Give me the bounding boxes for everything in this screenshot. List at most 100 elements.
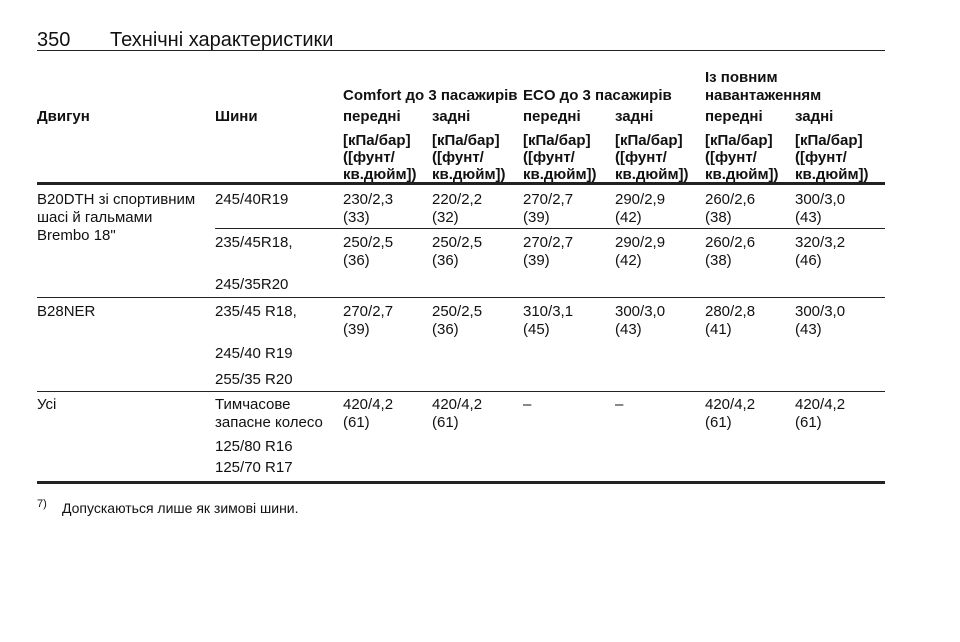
pressure: (61) [343, 414, 370, 431]
pressure: (43) [615, 321, 642, 338]
unit: ([фунт/ [705, 149, 757, 166]
row-rule [37, 297, 885, 298]
group-header: Comfort до 3 пасажирів [343, 87, 518, 104]
table-end-rule [37, 481, 885, 484]
pressure: 250/2,5 [432, 234, 483, 251]
column-header: передні [343, 108, 401, 125]
pressure: 250/2,5 [343, 234, 394, 251]
pressure: 300/3,0 [795, 191, 846, 208]
pressure: (46) [795, 252, 822, 269]
unit: [кПа/бар] [705, 132, 773, 149]
pressure: (36) [343, 252, 370, 269]
pressure: (32) [432, 209, 459, 226]
pressure: 290/2,9 [615, 234, 666, 251]
row-rule [215, 228, 885, 229]
pressure: 290/2,9 [615, 191, 666, 208]
pressure: 260/2,6 [705, 234, 756, 251]
pressure: 270/2,7 [523, 191, 574, 208]
row-rule [37, 391, 885, 392]
group-header: Із повним [705, 69, 778, 86]
unit: ([фунт/ [795, 149, 847, 166]
pressure: (38) [705, 252, 732, 269]
pressure: 230/2,3 [343, 191, 394, 208]
engine: B20DTH зі спортивним [37, 191, 196, 208]
engine: B28NER [37, 303, 96, 320]
pressure: (33) [343, 209, 370, 226]
footnote-marker: 7) [37, 498, 47, 510]
pressure: 220/2,2 [432, 191, 483, 208]
column-header: задні [432, 108, 471, 125]
pressure: 420/4,2 [705, 396, 756, 413]
pressure: (43) [795, 209, 822, 226]
pressure: 300/3,0 [615, 303, 666, 320]
tyre: 245/40 R19 [215, 345, 293, 362]
unit: ([фунт/ [523, 149, 575, 166]
pressure: (39) [523, 252, 550, 269]
page-title: Технічні характеристики [110, 29, 334, 51]
header-rule [37, 50, 885, 51]
column-header: передні [705, 108, 763, 125]
pressure: (41) [705, 321, 732, 338]
pressure: (36) [432, 252, 459, 269]
unit: [кПа/бар] [343, 132, 411, 149]
engine: Усі [37, 396, 57, 413]
pressure: 420/4,2 [343, 396, 394, 413]
pressure: 420/4,2 [795, 396, 846, 413]
unit: кв.дюйм]) [523, 166, 597, 183]
pressure: (42) [615, 209, 642, 226]
unit: ([фунт/ [432, 149, 484, 166]
tyre: 235/45R18, [215, 234, 293, 251]
pressure: 320/3,2 [795, 234, 846, 251]
tyre: запасне колесо [215, 414, 323, 431]
pressure: (61) [705, 414, 732, 431]
pressure: (36) [432, 321, 459, 338]
unit: [кПа/бар] [795, 132, 863, 149]
unit: [кПа/бар] [432, 132, 500, 149]
column-header: задні [795, 108, 834, 125]
unit: ([фунт/ [343, 149, 395, 166]
unit: [кПа/бар] [615, 132, 683, 149]
pressure: (61) [432, 414, 459, 431]
tyre: 125/70 R17 [215, 459, 293, 476]
pressure: 310/3,1 [523, 303, 574, 320]
pressure: (39) [523, 209, 550, 226]
pressure: 420/4,2 [432, 396, 483, 413]
engine: Brembo 18" [37, 227, 116, 244]
pressure: 280/2,8 [705, 303, 756, 320]
page-number: 350 [37, 29, 71, 51]
tyre: 245/35R20 [215, 276, 289, 293]
tyre: Тимчасове [215, 396, 291, 413]
tyre: 125/80 R16 [215, 438, 293, 455]
pressure: 270/2,7 [523, 234, 574, 251]
pressure: 270/2,7 [343, 303, 394, 320]
pressure: 300/3,0 [795, 303, 846, 320]
engine: шасі й гальмами [37, 209, 153, 226]
pressure: (42) [615, 252, 642, 269]
tyre: 245/40R19 [215, 191, 289, 208]
tyre: 235/45 R18, [215, 303, 297, 320]
pressure: (38) [705, 209, 732, 226]
column-header: задні [615, 108, 654, 125]
unit: кв.дюйм]) [615, 166, 689, 183]
column-header: Шини [215, 108, 258, 125]
pressure: 260/2,6 [705, 191, 756, 208]
pressure: – [523, 396, 532, 413]
pressure: – [615, 396, 624, 413]
header-table-rule [37, 182, 885, 185]
unit: кв.дюйм]) [432, 166, 506, 183]
unit: ([фунт/ [615, 149, 667, 166]
footnote-text: Допускаються лише як зимові шини. [62, 500, 299, 516]
pressure: (43) [795, 321, 822, 338]
pressure: (61) [795, 414, 822, 431]
column-header: Двигун [37, 108, 90, 125]
unit: кв.дюйм]) [705, 166, 779, 183]
unit: кв.дюйм]) [343, 166, 417, 183]
unit: кв.дюйм]) [795, 166, 869, 183]
pressure: (45) [523, 321, 550, 338]
unit: [кПа/бар] [523, 132, 591, 149]
group-header: навантаженням [705, 87, 822, 104]
group-header: ECO до 3 пасажирів [523, 87, 672, 104]
tyre: 255/35 R20 [215, 371, 293, 388]
pressure: (39) [343, 321, 370, 338]
